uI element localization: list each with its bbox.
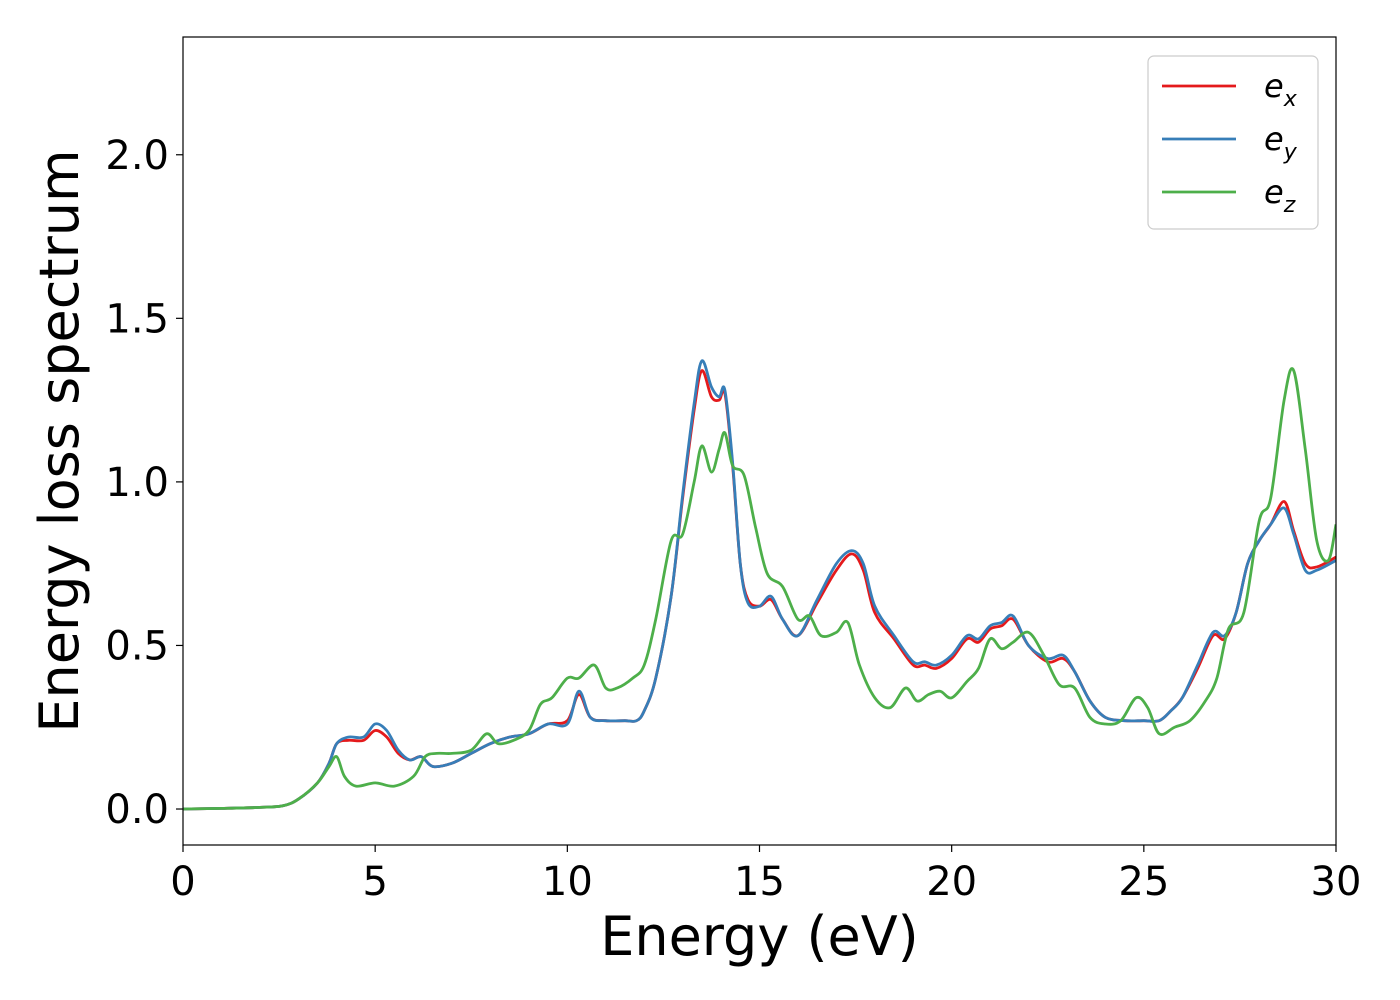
x-tick-label: 10 xyxy=(542,859,593,905)
y-tick-label: 0.5 xyxy=(105,623,169,669)
legend-label-ey: ey xyxy=(1264,120,1298,165)
y-axis-title: Energy loss spectrum xyxy=(28,149,91,732)
y-tick-label: 0.0 xyxy=(105,787,169,833)
legend-label-ez: ez xyxy=(1264,173,1296,218)
x-axis: 0 5 10 15 20 25 30 xyxy=(170,845,1361,905)
x-tick-label: 5 xyxy=(362,859,387,905)
series-line-ey xyxy=(183,359,1336,811)
legend-box xyxy=(1147,55,1319,230)
x-tick-label: 20 xyxy=(926,859,977,905)
x-tick-label: 25 xyxy=(1118,859,1169,905)
y-tick-label: 1.0 xyxy=(105,460,169,506)
y-tick-label: 2.0 xyxy=(105,133,169,179)
x-tick-label: 15 xyxy=(734,859,785,905)
legend-label-ex: ex xyxy=(1264,67,1298,112)
y-tick-label: 1.5 xyxy=(105,296,169,342)
y-axis: 0.0 0.5 1.0 1.5 2.0 xyxy=(105,133,183,833)
series-line-ez xyxy=(183,367,1336,811)
legend: ex ey ez xyxy=(1147,55,1319,230)
x-tick-label: 30 xyxy=(1311,859,1362,905)
plot-area xyxy=(183,359,1336,811)
x-axis-title: Energy (eV) xyxy=(600,905,919,968)
series-line-ex xyxy=(183,369,1336,811)
x-tick-label: 0 xyxy=(170,859,195,905)
